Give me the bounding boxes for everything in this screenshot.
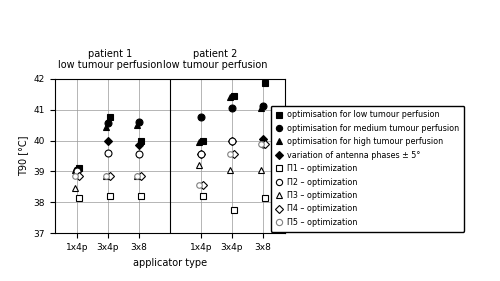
Text: patient 2
low tumour perfusion: patient 2 low tumour perfusion [163,49,267,70]
Legend: optimisation for low tumour perfusion, optimisation for medium tumour perfusion,: optimisation for low tumour perfusion, o… [270,106,464,232]
X-axis label: applicator type: applicator type [132,257,207,268]
Y-axis label: T90 [°C]: T90 [°C] [18,136,28,176]
Text: patient 1
low tumour perfusion: patient 1 low tumour perfusion [58,49,162,70]
